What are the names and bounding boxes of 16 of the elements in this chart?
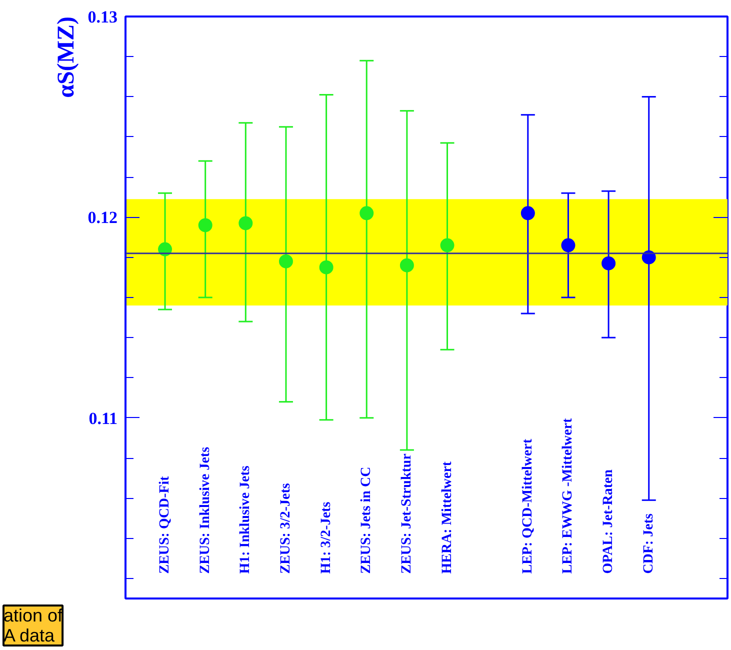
x-tick-label: LEP: EWWG -Mittelwert — [560, 418, 576, 574]
x-tick-label: OPAL: Jet-Raten — [601, 469, 616, 574]
x-tick-label: H1: 3/2-Jets — [318, 501, 334, 574]
x-tick-label: ZEUS: Jet-Struktur — [399, 454, 414, 574]
x-tick-label: ZEUS: Inklusive Jets — [198, 446, 213, 574]
x-tick-label: H1: Inklusive Jets — [238, 465, 254, 574]
y-axis-title: αS(MZ) — [54, 16, 80, 98]
y-tick-label: 0.12 — [88, 208, 118, 228]
x-tick-label: LEP: QCD-Mittelwert — [520, 438, 536, 574]
x-tick-label: HERA: Mittelwert — [440, 461, 455, 574]
y-tick-label: 0.13 — [88, 8, 118, 26]
x-tick-label: ZEUS: Jets in CC — [359, 466, 374, 574]
y-tick-label: 0.11 — [88, 408, 118, 428]
x-tick-label: CDF: Jets — [641, 512, 656, 574]
x-tick-label: ZEUS: 3/2-Jets — [278, 482, 294, 574]
x-tick-label: ZEUS: QCD-Fit — [158, 476, 173, 574]
